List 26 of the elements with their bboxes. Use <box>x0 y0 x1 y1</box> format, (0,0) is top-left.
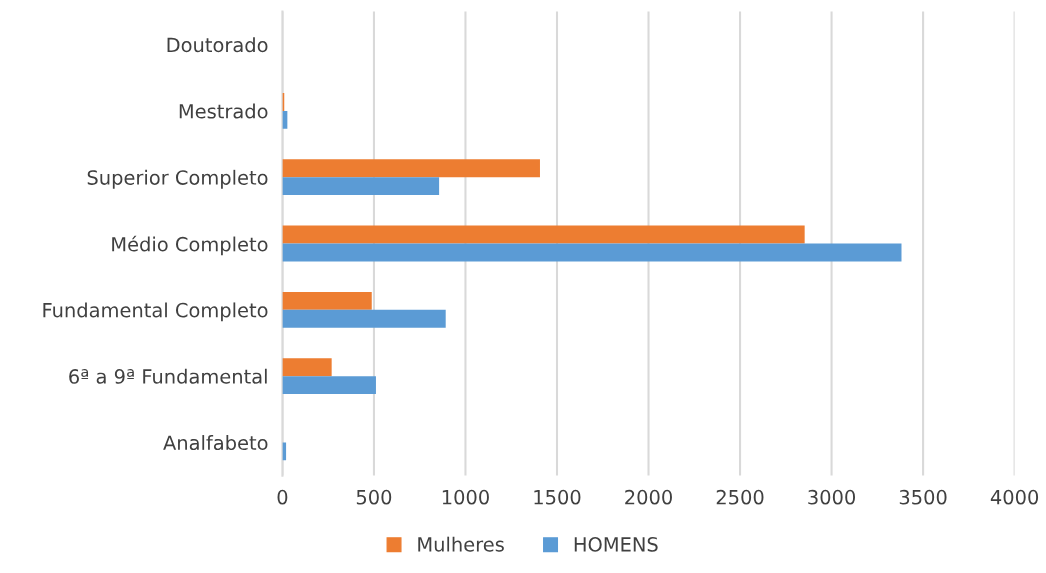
x-tick-label: 0 <box>277 489 288 505</box>
x-tick-label: 1500 <box>534 489 581 505</box>
bar <box>282 225 805 244</box>
bar <box>282 159 540 178</box>
y-tick-label: Mestrado <box>179 103 268 119</box>
y-tick-label: Médio Completo <box>112 235 268 256</box>
x-tick-label: 2000 <box>625 489 672 505</box>
y-tick-label: Fundamental Completo <box>43 302 268 322</box>
y-tick-label: Analfabeto <box>163 435 268 451</box>
bar <box>282 243 902 262</box>
x-tick-label: 2500 <box>716 489 764 505</box>
bar <box>282 376 376 395</box>
y-tick-label: Doutorado <box>167 37 268 53</box>
y-tick-label: 6ª a 9ª Fundamental <box>69 368 267 384</box>
x-tick-label: 3000 <box>808 489 856 505</box>
legend-label: Mulheres <box>418 536 504 552</box>
bar <box>282 358 332 377</box>
x-tick-label: 3500 <box>899 489 947 505</box>
bar <box>282 291 372 310</box>
x-tick-label: 500 <box>356 489 392 505</box>
legend-label: HOMENS <box>574 537 658 552</box>
x-tick-label: 1000 <box>442 489 489 505</box>
bar <box>282 309 446 328</box>
bar <box>282 177 440 196</box>
y-tick-label: Superior Completo <box>87 169 268 189</box>
x-tick-label: 4000 <box>990 489 1039 505</box>
